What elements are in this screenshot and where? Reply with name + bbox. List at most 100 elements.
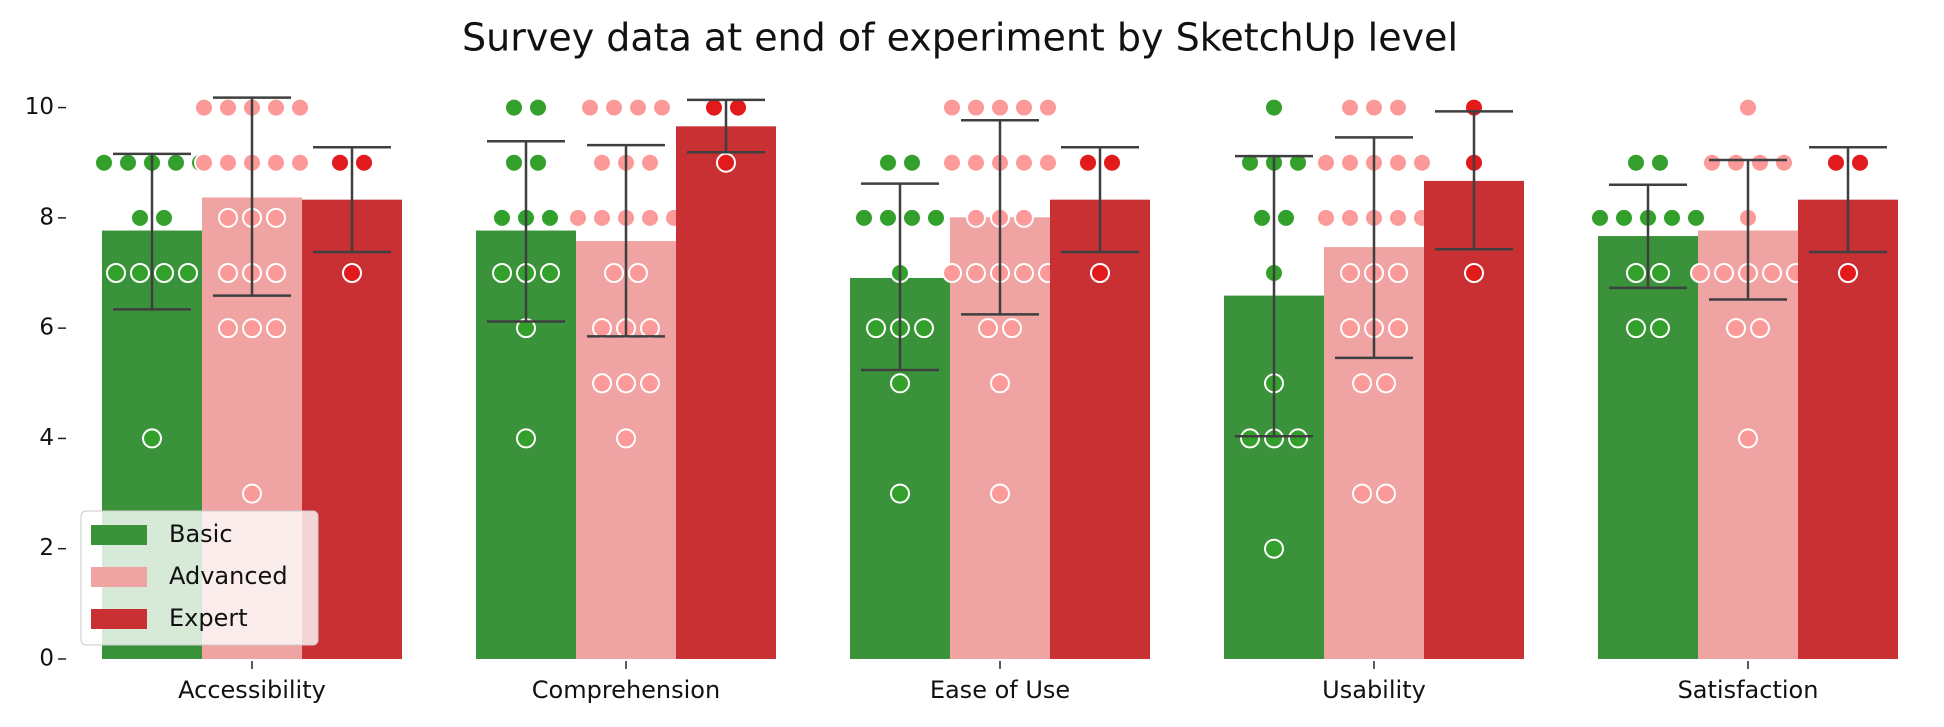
data-point (1352, 483, 1372, 504)
data-point (1376, 483, 1396, 504)
data-point (966, 263, 986, 283)
data-point (1364, 97, 1384, 118)
data-point (890, 483, 910, 504)
bar (676, 126, 776, 659)
data-point (1750, 318, 1770, 339)
data-point (1038, 152, 1058, 173)
legend-swatch (91, 609, 147, 629)
chart-title: Survey data at end of experiment by Sket… (462, 16, 1458, 60)
data-point (640, 207, 660, 228)
data-point (154, 263, 174, 283)
data-point (218, 97, 238, 118)
x-tick-label: Satisfaction (1678, 676, 1819, 704)
data-point (154, 207, 174, 228)
data-point (990, 483, 1010, 504)
data-point (1340, 207, 1360, 228)
data-point (1014, 97, 1034, 118)
data-point (592, 152, 612, 173)
data-point (1240, 152, 1260, 173)
data-point (266, 97, 286, 118)
data-point (194, 97, 214, 118)
data-point (1388, 318, 1408, 339)
data-point (1014, 152, 1034, 173)
data-point (926, 207, 946, 228)
data-point (106, 263, 126, 283)
data-point (1388, 152, 1408, 173)
data-point (1686, 207, 1706, 228)
data-point (1014, 207, 1034, 228)
data-point (1850, 152, 1870, 173)
bar (1598, 236, 1698, 659)
data-point (902, 207, 922, 228)
data-point (330, 152, 350, 173)
data-point (592, 373, 612, 394)
data-point (492, 263, 512, 283)
data-point (1316, 207, 1336, 228)
data-point (1340, 152, 1360, 173)
data-point (1388, 97, 1408, 118)
data-point (878, 152, 898, 173)
data-point (354, 152, 374, 173)
data-point (1650, 318, 1670, 339)
data-point (492, 207, 512, 228)
data-point (1102, 152, 1122, 173)
data-point (166, 152, 186, 173)
data-point (640, 318, 660, 339)
data-point (1288, 428, 1308, 449)
data-point (118, 152, 138, 173)
data-point (540, 263, 560, 283)
data-point (1388, 207, 1408, 228)
data-point (290, 97, 310, 118)
data-point (604, 97, 624, 118)
data-point (1340, 318, 1360, 339)
data-point (914, 318, 934, 339)
data-point (94, 152, 114, 173)
data-point (1702, 152, 1722, 173)
data-point (1738, 428, 1758, 449)
data-point (1376, 373, 1396, 394)
data-point (1590, 207, 1610, 228)
data-point (1626, 152, 1646, 173)
data-point (242, 318, 262, 339)
data-point (592, 207, 612, 228)
data-point (604, 263, 624, 283)
data-point (716, 152, 736, 173)
data-point (978, 318, 998, 339)
data-point (218, 152, 238, 173)
x-tick-label: Comprehension (532, 676, 720, 704)
data-point (878, 207, 898, 228)
data-point (1626, 263, 1646, 283)
data-point (1626, 318, 1646, 339)
legend-label: Advanced (169, 562, 288, 590)
data-point (1738, 97, 1758, 118)
data-point (142, 428, 162, 449)
y-tick-label: 10 (25, 94, 54, 120)
data-point (580, 97, 600, 118)
data-point (504, 152, 524, 173)
data-point (1002, 318, 1022, 339)
data-point (242, 483, 262, 504)
data-point (990, 373, 1010, 394)
data-point (1038, 97, 1058, 118)
data-point (990, 97, 1010, 118)
data-point (266, 152, 286, 173)
data-point (266, 318, 286, 339)
data-point (942, 152, 962, 173)
data-point (942, 97, 962, 118)
legend-label: Expert (169, 604, 248, 632)
data-point (854, 207, 874, 228)
data-point (1726, 152, 1746, 173)
data-point (1352, 373, 1372, 394)
data-point (1264, 538, 1284, 559)
data-point (616, 428, 636, 449)
data-point (1252, 207, 1272, 228)
data-point (704, 97, 724, 118)
data-point (966, 207, 986, 228)
data-point (218, 318, 238, 339)
data-point (866, 318, 886, 339)
data-point (890, 373, 910, 394)
data-point (178, 263, 198, 283)
y-tick-label: 4 (39, 425, 54, 451)
data-point (628, 263, 648, 283)
